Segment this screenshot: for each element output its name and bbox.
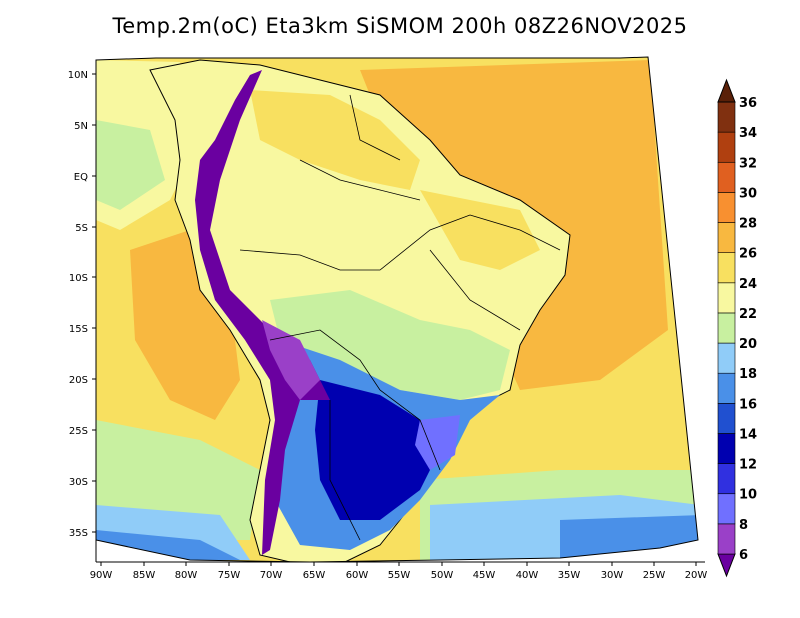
lat-label: 20S xyxy=(69,375,88,386)
longitude-ticks: 90W 85W 80W 75W 70W 65W 60W 55W 50W 45W … xyxy=(90,562,708,581)
colorbar-swatch xyxy=(717,282,736,314)
colorbar-label: 22 xyxy=(739,307,757,322)
colorbar-swatch xyxy=(717,101,736,133)
colorbar-label: 32 xyxy=(739,156,757,171)
lat-label: 10N xyxy=(68,70,88,81)
colorbar-swatch xyxy=(717,222,736,253)
colorbar-label: 18 xyxy=(739,367,757,382)
colorbar-swatch xyxy=(717,523,736,555)
lon-label: 35W xyxy=(558,570,581,581)
colorbar-label: 30 xyxy=(739,186,757,201)
colorbar-label: 28 xyxy=(739,217,757,232)
colorbar-swatch xyxy=(717,493,736,525)
colorbar-label: 26 xyxy=(739,247,757,262)
northern-warm-patch xyxy=(250,90,420,190)
colorbar-label: 20 xyxy=(739,337,757,352)
lon-label: 80W xyxy=(175,570,198,581)
lat-label: 15S xyxy=(69,324,88,335)
colorbar-swatch xyxy=(717,403,736,434)
colorbar-label: 24 xyxy=(739,277,757,292)
colorbar-label: 14 xyxy=(739,427,757,442)
colorbar-swatch xyxy=(717,312,736,344)
colorbar-label: 6 xyxy=(739,548,748,563)
colorbar-max-triangle xyxy=(717,78,736,103)
colorbar-label: 10 xyxy=(739,488,757,503)
colorbar-label: 36 xyxy=(739,96,757,111)
colorbar-swatch xyxy=(717,463,736,495)
colorbar-swatch xyxy=(717,342,736,374)
colorbar-label: 16 xyxy=(739,397,757,412)
colorbar-swatch xyxy=(717,372,736,404)
lat-label: 5N xyxy=(74,121,88,132)
lon-label: 25W xyxy=(643,570,666,581)
colorbar-swatch xyxy=(717,192,736,223)
lon-label: 55W xyxy=(388,570,411,581)
lat-label: 5S xyxy=(75,223,88,234)
southern-highlands-region xyxy=(415,415,460,470)
colorbar-swatch xyxy=(717,131,736,163)
colorbar-label: 12 xyxy=(739,458,757,473)
map-title: Temp.2m(oC) Eta3km SiSMOM 200h 08Z26NOV2… xyxy=(112,14,688,38)
northeast-warm-patch xyxy=(420,190,540,270)
colorbar-label: 8 xyxy=(739,518,748,533)
lon-label: 85W xyxy=(133,570,156,581)
lon-label: 90W xyxy=(90,570,113,581)
country-borders xyxy=(239,94,561,541)
colorbar: 6 8 10 12 14 16 18 20 22 24 26 28 30 32 34 36 xyxy=(717,78,757,578)
pacific-north-cool-region xyxy=(96,120,165,210)
lat-label: 10S xyxy=(69,273,88,284)
map-frame xyxy=(95,56,699,563)
central-mild-region xyxy=(270,290,510,400)
lon-label: 70W xyxy=(260,570,283,581)
latitude-ticks: 10N 5N EQ 5S 10S 15S 20S 25S 30S 35S xyxy=(68,70,96,539)
lon-label: 40W xyxy=(516,570,539,581)
lon-label: 60W xyxy=(346,570,369,581)
temperature-field xyxy=(96,57,698,562)
south-atlantic-colder-region xyxy=(560,515,698,560)
lon-label: 50W xyxy=(431,570,454,581)
lon-label: 20W xyxy=(685,570,708,581)
lon-label: 75W xyxy=(218,570,241,581)
altiplano-region xyxy=(262,320,320,400)
lon-label: 65W xyxy=(303,570,326,581)
lat-label: EQ xyxy=(74,172,88,183)
lon-label: 30W xyxy=(601,570,624,581)
lat-label: 35S xyxy=(69,528,88,539)
lon-label: 45W xyxy=(473,570,496,581)
southern-cold-region xyxy=(315,380,440,520)
colorbar-swatch xyxy=(717,252,736,284)
lat-label: 30S xyxy=(69,477,88,488)
colorbar-min-triangle xyxy=(717,553,736,578)
colorbar-swatch xyxy=(717,161,736,193)
colorbar-swatch xyxy=(717,433,736,464)
colorbar-label: 34 xyxy=(739,126,757,141)
lat-label: 25S xyxy=(69,426,88,437)
